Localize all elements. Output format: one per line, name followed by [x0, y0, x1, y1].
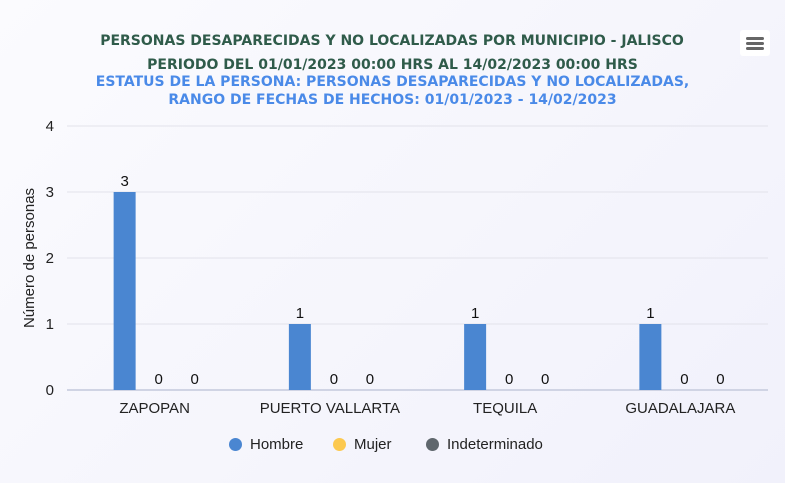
data-label: 1: [646, 305, 654, 322]
bar-hombre: [464, 324, 487, 390]
bar-hombre: [113, 192, 136, 390]
data-label: 1: [471, 305, 479, 322]
data-label: 3: [120, 173, 128, 190]
data-label: 0: [154, 371, 162, 388]
chart-subtitle-range: RANGO DE FECHAS DE HECHOS: 01/01/2023 - …: [168, 92, 617, 108]
data-label: 1: [296, 305, 304, 322]
legend-marker-icon: [333, 438, 346, 451]
y-tick-label: 3: [46, 184, 54, 201]
legend-marker-icon: [426, 438, 439, 451]
bar-hombre: [639, 324, 662, 390]
x-tick-label: TEQUILA: [473, 400, 537, 417]
data-label: 0: [330, 371, 338, 388]
y-tick-label: 4: [46, 118, 54, 135]
legend-marker-icon: [229, 438, 242, 451]
hamburger-menu-icon[interactable]: [740, 30, 770, 56]
legend-item-hombre[interactable]: Hombre: [229, 436, 303, 453]
data-label: 0: [680, 371, 688, 388]
y-tick-label: 1: [46, 316, 54, 333]
y-tick-label: 2: [46, 250, 54, 267]
legend-label: Mujer: [354, 436, 392, 453]
legend-label: Hombre: [250, 436, 304, 453]
bar-hombre: [288, 324, 311, 390]
x-tick-label: ZAPOPAN: [119, 400, 190, 417]
chart-title: PERSONAS DESAPARECIDAS Y NO LOCALIZADAS …: [100, 33, 684, 49]
data-label: 0: [716, 371, 724, 388]
x-tick-label: PUERTO VALLARTA: [260, 400, 400, 417]
data-label: 0: [505, 371, 513, 388]
y-axis-label: Número de personas: [21, 188, 38, 328]
data-label: 0: [190, 371, 198, 388]
legend-item-mujer[interactable]: Mujer: [333, 436, 392, 453]
legend-item-indeterminado[interactable]: Indeterminado: [426, 436, 543, 453]
y-tick-label: 0: [46, 382, 54, 399]
data-label: 0: [366, 371, 374, 388]
chart-subtitle-status: ESTATUS DE LA PERSONA: PERSONAS DESAPARE…: [95, 74, 690, 90]
data-label: 0: [541, 371, 549, 388]
x-tick-label: GUADALAJARA: [625, 400, 735, 417]
legend-label: Indeterminado: [447, 436, 543, 453]
chart-subtitle-period: PERIODO DEL 01/01/2023 00:00 HRS AL 14/0…: [147, 57, 638, 73]
